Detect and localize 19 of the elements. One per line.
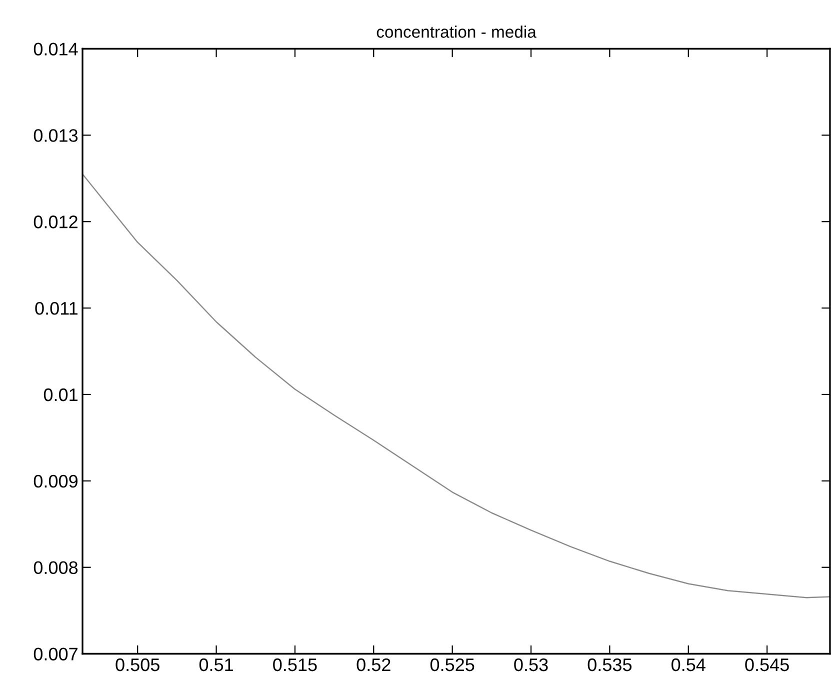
x-tick-label: 0.52 xyxy=(356,658,390,672)
y-tick-label: 0.011 xyxy=(35,302,78,315)
y-tick-label: 0.008 xyxy=(34,561,78,574)
line-series xyxy=(82,173,830,598)
x-tick-label: 0.51 xyxy=(199,658,233,672)
x-tick-label: 0.515 xyxy=(273,658,317,672)
y-tick-label: 0.007 xyxy=(34,648,78,660)
y-tick-label: 0.012 xyxy=(34,216,78,228)
y-tick-label: 0.009 xyxy=(34,474,78,488)
x-tick-label: 0.545 xyxy=(745,658,789,672)
x-tick-label: 0.54 xyxy=(672,658,706,672)
y-tick-label: 0.013 xyxy=(34,129,78,142)
y-tick-label: 0.01 xyxy=(44,388,78,402)
x-tick-label: 0.53 xyxy=(514,658,548,672)
x-tick-label: 0.535 xyxy=(588,658,632,672)
y-tick-label: 0.014 xyxy=(34,42,78,56)
x-tick-label: 0.525 xyxy=(430,658,474,672)
x-tick-label: 0.505 xyxy=(116,658,160,672)
chart-title: concentration - media xyxy=(376,26,536,38)
